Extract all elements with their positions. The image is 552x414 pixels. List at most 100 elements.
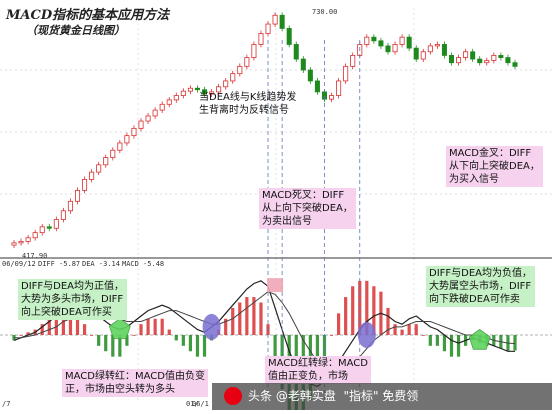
macd-bar [414,324,418,335]
macd-bar [68,307,73,335]
indicator-diff-value: DIFF -5.87 [38,260,81,268]
macd-bar [188,335,193,352]
price-high-label: 730.00 [312,8,338,16]
macd-bar [167,329,171,335]
macd-bar [386,307,390,335]
date-label: 01/ [186,400,199,408]
candle-body [420,51,426,60]
candle-body [230,73,236,82]
candle-body [11,242,17,246]
candle-body [413,47,419,60]
candle-body [166,99,172,105]
candle-body [477,58,483,64]
watermark-text: 头条 @老韩实盘 "指标" 免费领 [248,389,419,403]
candle-body [124,135,130,144]
candles [11,12,518,248]
candle-body [343,65,349,82]
green-to-red-marker-icon [202,313,221,340]
macd-bar [273,335,277,363]
candle-body [145,115,151,122]
candle-body [364,36,370,45]
candle-body [187,87,193,92]
signal-markers [108,278,491,350]
candle-body [371,36,377,42]
macd-bar [104,335,108,352]
candle-body [223,80,229,88]
macd-bar [125,335,129,346]
macd-bar [202,335,207,357]
macd-bar [231,307,235,335]
macd-bar [90,335,94,336]
macd-bar [400,329,404,335]
macd-bar [54,313,58,335]
macd-bar [365,280,369,335]
candle-body [159,103,165,111]
macd-bar [224,318,228,335]
candle-body [470,51,476,60]
candle-body [314,80,320,93]
candle-body [441,44,447,56]
candle-body [448,55,455,64]
candle-body [60,210,66,220]
candle-body [53,219,59,229]
buy-marker-icon [108,318,131,339]
candle-body [484,60,490,64]
price-low-label: 417.90 [22,252,48,260]
candle-body [244,57,250,67]
macd-bar [97,335,101,346]
candle-body [216,86,222,93]
candle-body [258,33,264,45]
date-label: /7 [2,400,11,408]
peak-marker-icon [267,278,284,293]
candle-body [117,142,123,151]
candle-body [131,127,137,137]
macd-bar [259,302,263,335]
candle-body [336,80,342,96]
candle-body [32,232,38,239]
candle-body [300,58,306,71]
candle-body [385,45,391,53]
macd-bar [195,335,200,357]
death-cross-callout: MACD死叉：DIFF 从上向下突破DEA， 为卖出信号 [259,188,356,229]
macd-bar [428,335,432,346]
candle-body [74,189,81,202]
macd-bar [146,318,150,335]
macd-bar [435,335,439,346]
macd-bar [372,286,376,335]
candle-body [392,44,398,53]
macd-bar [47,318,51,335]
candle-body [434,44,440,47]
candle-body [173,95,179,101]
candle-body [194,87,200,91]
macd-bar [181,335,185,346]
watermark-banner: 头条 @老韩实盘 "指标" 免费领 [212,383,552,410]
candle-body [25,237,31,242]
candle-body [463,51,469,58]
chart-title: MACD指标的基本应用方法 [6,8,170,23]
positive-values-callout: DIFF与DEA均为正值， 大势为多头市场，DIFF 向上突破DEA可作买 [18,279,128,320]
candle-body [279,14,285,29]
red-to-green-callout: MACD红转绿：MACD 值由正变负，市场 [265,356,371,384]
candle-body [265,23,271,34]
candle-body [498,55,504,59]
macd-bar [322,335,327,357]
sell-marker-icon [468,328,491,350]
indicator-date: 06/09/12 [2,260,36,268]
macd-bar [393,324,397,335]
candle-body [202,89,208,95]
indicator-macd-value: MACD -5.48 [122,260,165,268]
macd-bar [407,324,411,335]
candle-body [427,45,433,53]
candle-body [237,65,243,75]
signal-guides [267,40,361,400]
candle-body [67,200,73,212]
macd-bar [160,318,164,335]
divergence-annotation: 当DEA线与K线趋势发 生背离时为反转信号 [199,92,297,116]
candle-body [293,44,299,60]
candle-body [512,62,518,67]
macd-bar [153,318,157,335]
macd-bar [132,335,136,336]
macd-bar [344,297,348,335]
macd-bar [238,302,242,335]
